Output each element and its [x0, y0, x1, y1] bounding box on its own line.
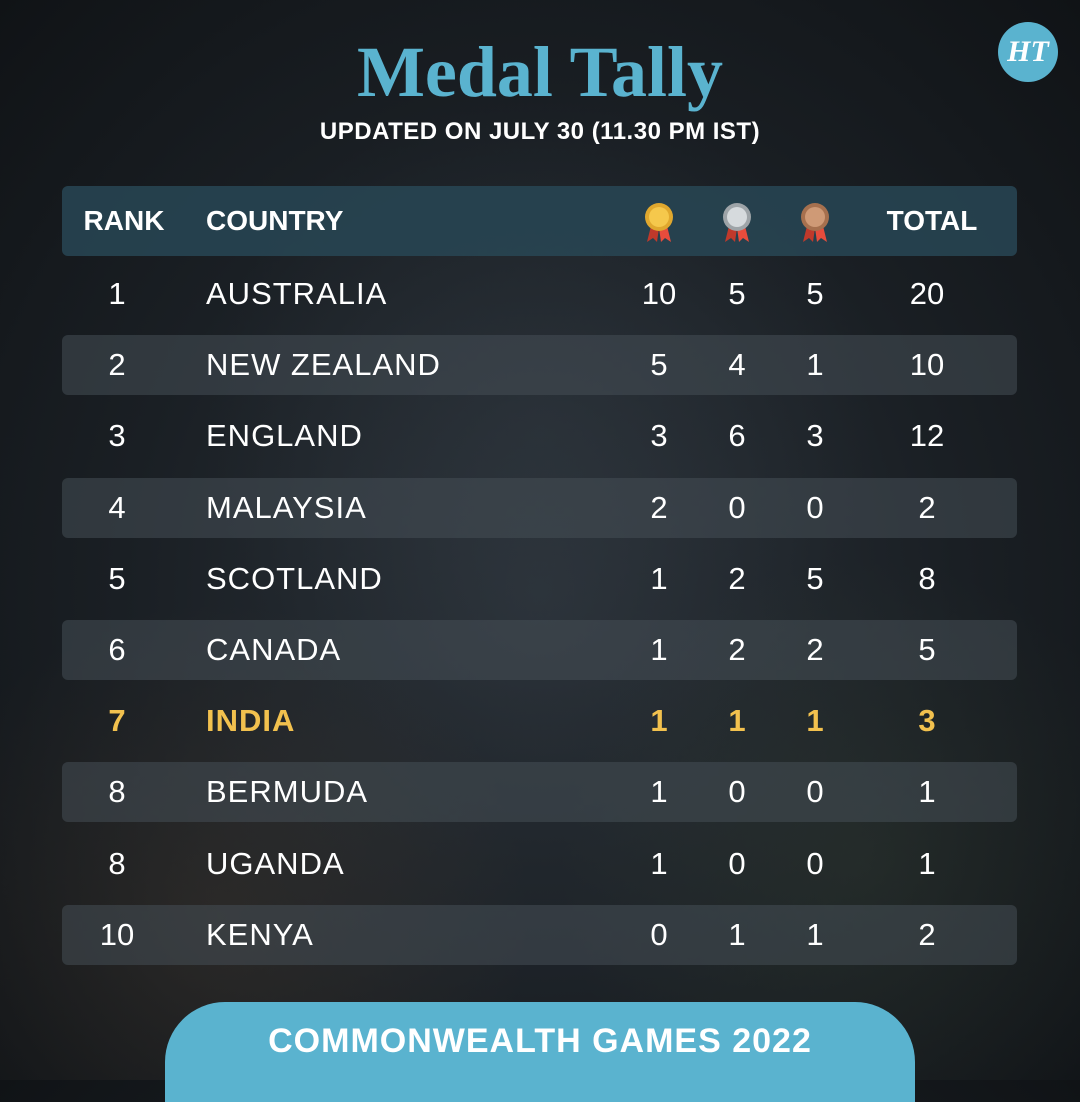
bronze-count: 5	[806, 276, 824, 311]
gold-count: 1	[650, 632, 668, 667]
rank-cell: 6	[108, 632, 126, 667]
table-row: 7 INDIA 1 1 1 3	[62, 691, 1017, 751]
country-cell: CANADA	[206, 632, 342, 667]
total-count: 8	[918, 560, 936, 596]
rank-cell: 8	[108, 774, 126, 810]
silver-count: 2	[728, 632, 746, 667]
bronze-medal-icon	[801, 203, 829, 242]
table-row: 5 SCOTLAND 1 2 5 8	[62, 549, 1017, 609]
silver-count: 4	[728, 347, 746, 383]
rank-cell: 8	[108, 845, 126, 881]
table-row: 1 AUSTRALIA 10 5 5 20	[62, 264, 1017, 324]
country-cell: SCOTLAND	[206, 560, 383, 596]
gold-count: 2	[650, 489, 668, 525]
table-row: 6 CANADA 1 2 2 5	[62, 620, 1017, 680]
country-cell: BERMUDA	[206, 774, 369, 810]
total-count: 2	[918, 916, 936, 952]
silver-count: 0	[728, 489, 746, 525]
country-cell: KENYA	[206, 916, 314, 952]
table-header: RANK COUNTRY TOTAL	[62, 186, 1017, 256]
gold-count: 1	[650, 774, 668, 810]
silver-count: 0	[728, 774, 746, 810]
bronze-count: 0	[806, 845, 824, 881]
rank-cell: 10	[99, 916, 135, 952]
gold-medal-icon	[645, 203, 673, 242]
table-row: 8 BERMUDA 1 0 0 1	[62, 762, 1017, 823]
bronze-count: 1	[806, 347, 824, 383]
country-cell: AUSTRALIA	[206, 276, 388, 311]
table-row: 4 MALAYSIA 2 0 0 2	[62, 477, 1017, 538]
silver-count: 6	[728, 418, 746, 454]
gold-count: 5	[650, 347, 668, 383]
country-cell: MALAYSIA	[206, 489, 367, 525]
gold-count: 1	[650, 560, 668, 596]
gold-count: 1	[650, 845, 668, 881]
bronze-count: 2	[806, 632, 824, 667]
silver-medal-icon	[723, 203, 751, 242]
page-title: Medal Tally	[356, 32, 724, 112]
rank-cell: 5	[108, 560, 126, 596]
total-count: 20	[909, 276, 945, 311]
total-count: 12	[909, 418, 945, 454]
country-cell: ENGLAND	[206, 418, 363, 454]
silver-count: 5	[728, 276, 746, 311]
total-count: 5	[918, 632, 936, 667]
total-count: 10	[909, 347, 945, 383]
silver-count: 0	[728, 845, 746, 881]
table-row: 2 NEW ZEALAND 5 4 1 10	[62, 335, 1017, 396]
country-cell: NEW ZEALAND	[206, 347, 441, 383]
silver-count: 2	[728, 560, 746, 596]
bronze-count: 5	[806, 560, 824, 596]
bronze-count: 3	[806, 418, 824, 454]
header-rank: RANK	[83, 205, 165, 236]
bronze-count: 1	[806, 703, 824, 739]
page-subtitle: UPDATED ON JULY 30 (11.30 PM IST)	[319, 118, 761, 145]
header-total: TOTAL	[886, 205, 978, 236]
silver-count: 1	[728, 916, 746, 952]
silver-count: 1	[728, 703, 746, 739]
rank-cell: 4	[108, 489, 126, 525]
country-cell: UGANDA	[206, 845, 345, 881]
table-row: 10 KENYA 0 1 1 2	[62, 904, 1017, 965]
total-count: 1	[918, 845, 936, 881]
ht-logo: HT	[998, 22, 1058, 82]
table-row: 8 UGANDA 1 0 0 1	[62, 834, 1017, 894]
bronze-count: 1	[806, 916, 824, 952]
gold-count: 3	[650, 418, 668, 454]
header-country: COUNTRY	[206, 205, 344, 236]
country-cell: INDIA	[206, 703, 296, 739]
total-count: 3	[918, 703, 936, 739]
bronze-count: 0	[806, 489, 824, 525]
gold-count: 0	[650, 916, 668, 952]
rank-cell: 7	[108, 703, 126, 739]
rank-cell: 3	[108, 418, 126, 454]
gold-count: 1	[650, 703, 668, 739]
rank-cell: 1	[108, 276, 126, 311]
gold-count: 10	[641, 276, 677, 311]
total-count: 1	[918, 774, 936, 810]
rank-cell: 2	[108, 347, 126, 383]
total-count: 2	[918, 489, 936, 525]
bronze-count: 0	[806, 774, 824, 810]
footer-text: COMMONWEALTH GAMES 2022	[268, 1022, 812, 1060]
table-row: 3 ENGLAND 3 6 3 12	[62, 406, 1017, 466]
